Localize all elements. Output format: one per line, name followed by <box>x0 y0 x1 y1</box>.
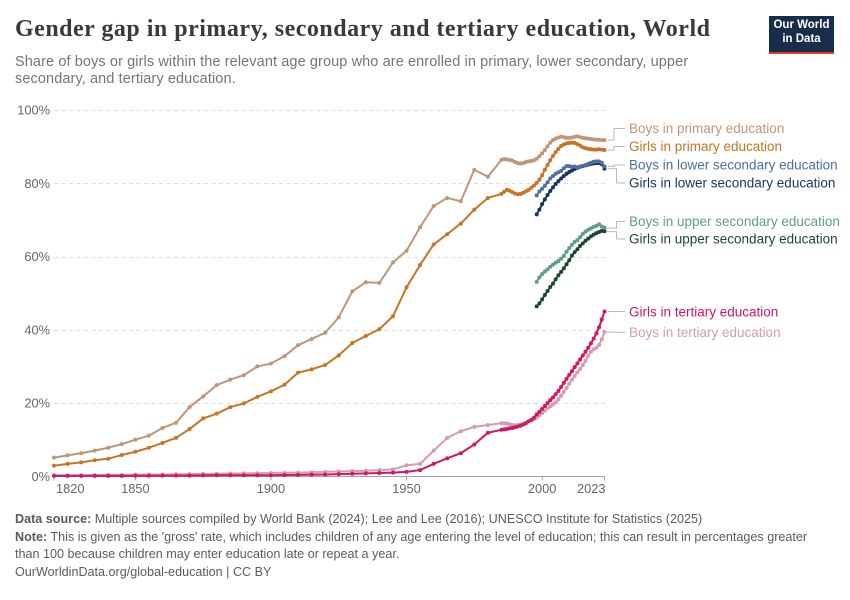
svg-text:20%: 20% <box>24 396 50 411</box>
svg-text:1900: 1900 <box>257 481 285 496</box>
svg-text:2023: 2023 <box>577 481 605 496</box>
svg-text:0%: 0% <box>32 469 51 484</box>
svg-text:100%: 100% <box>17 103 50 118</box>
svg-text:1820: 1820 <box>56 481 84 496</box>
svg-text:Boys in primary education: Boys in primary education <box>629 121 784 136</box>
svg-text:Boys in upper secondary educat: Boys in upper secondary education <box>629 214 840 229</box>
svg-text:Girls in tertiary education: Girls in tertiary education <box>629 305 778 320</box>
svg-text:40%: 40% <box>24 322 50 337</box>
svg-text:2000: 2000 <box>528 481 556 496</box>
svg-text:Boys in tertiary education: Boys in tertiary education <box>629 325 781 340</box>
svg-text:Girls in lower secondary educa: Girls in lower secondary education <box>629 176 835 191</box>
svg-text:1950: 1950 <box>392 481 420 496</box>
svg-text:80%: 80% <box>24 176 50 191</box>
svg-text:Boys in lower secondary educat: Boys in lower secondary education <box>629 158 838 173</box>
svg-text:Girls in upper secondary educa: Girls in upper secondary education <box>629 232 838 247</box>
svg-text:60%: 60% <box>24 249 50 264</box>
svg-text:Girls in primary education: Girls in primary education <box>629 139 782 154</box>
svg-text:1850: 1850 <box>121 481 149 496</box>
